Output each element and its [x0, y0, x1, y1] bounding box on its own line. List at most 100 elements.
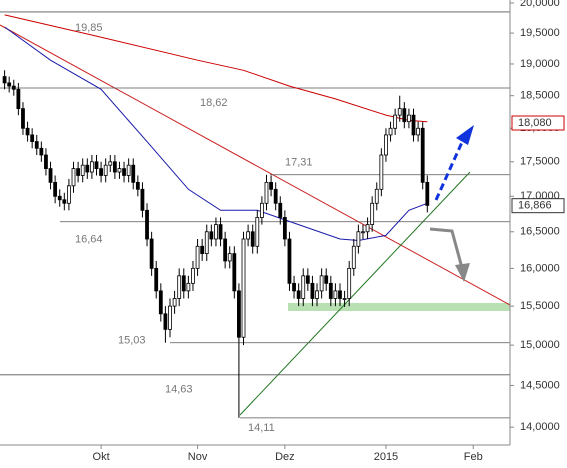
candle-body [62, 199, 67, 204]
candle-body [218, 224, 223, 240]
level-label: 18,62 [200, 97, 228, 109]
moving-average [4, 26, 428, 242]
y-tick-label: 16,5000 [520, 226, 560, 238]
candle-body [177, 275, 182, 299]
moving-average [4, 14, 428, 123]
candle-body [39, 147, 44, 156]
value-marker-label: 16,866 [518, 200, 552, 212]
candle-body [310, 282, 315, 299]
level-label: 19,85 [75, 22, 103, 34]
y-tick-label: 14,5000 [520, 379, 560, 391]
down-arrow [429, 227, 464, 269]
candle-body [328, 282, 333, 299]
candle-body [287, 238, 292, 284]
candle-body [237, 290, 241, 338]
x-tick-label: Feb [464, 451, 483, 463]
downtrend-line [0, 24, 511, 306]
candle-body [393, 114, 398, 129]
candle-body [351, 245, 356, 269]
candle-body [89, 161, 94, 173]
candle-body [232, 253, 237, 292]
candle-body [301, 275, 306, 299]
candle-body [356, 231, 361, 247]
candle-body [384, 134, 388, 156]
y-tick-label: 14,0000 [520, 421, 560, 433]
x-tick-label: 2015 [374, 451, 398, 463]
y-tick-label: 17,5000 [520, 156, 560, 168]
candle-body [370, 202, 375, 225]
value-marker-label: 18,080 [518, 117, 552, 129]
x-tick-label: Dez [275, 451, 295, 463]
candle-body [168, 305, 172, 330]
y-tick-label: 20,0000 [520, 0, 560, 9]
up-arrow-head [456, 125, 474, 145]
candle-body [425, 181, 430, 206]
candle-body [112, 161, 117, 173]
candle-body [2, 76, 7, 84]
candle-body [181, 275, 186, 292]
candle-body [241, 238, 246, 338]
candle-body [172, 298, 177, 307]
candle-body [273, 188, 278, 204]
candle-body [407, 114, 411, 123]
candle-body [200, 245, 205, 254]
candle-body [76, 168, 81, 176]
candle-body [21, 108, 25, 129]
level-label: 17,31 [285, 157, 313, 169]
candle-body [342, 298, 347, 300]
level-label: 14,63 [165, 384, 193, 396]
candle-body [30, 134, 35, 142]
candle-body [227, 253, 232, 262]
candle-body [117, 168, 122, 173]
y-tick-label: 16,0000 [520, 262, 560, 274]
candle-body [269, 181, 273, 190]
candle-body [338, 290, 342, 299]
candle-body [122, 168, 126, 176]
candle-body [259, 202, 264, 218]
candle-body [411, 114, 416, 136]
candle-body [80, 164, 85, 176]
candle-body [250, 231, 255, 247]
candle-body [397, 108, 402, 116]
candle-body [246, 231, 251, 240]
candle-body [57, 195, 62, 201]
candle-body [126, 164, 131, 176]
candle-body [379, 154, 384, 190]
level-label: 14,11 [248, 422, 275, 434]
candle-body [11, 85, 16, 90]
candle-body [333, 290, 338, 299]
value-marker [511, 198, 565, 214]
candle-body [214, 224, 218, 240]
level-label: 16,64 [75, 234, 103, 246]
y-tick-label: 19,5000 [520, 27, 560, 39]
y-tick-label: 15,5000 [520, 300, 560, 312]
candle-body [402, 108, 407, 123]
candle-body [108, 161, 113, 166]
candle-body [191, 267, 195, 284]
value-marker [511, 115, 565, 131]
candle-body [34, 141, 39, 149]
support-zone [288, 303, 510, 311]
candle-body [25, 127, 30, 136]
candle-body [44, 154, 48, 170]
candle-body [416, 127, 421, 136]
candle-body [140, 188, 145, 211]
candle-body [7, 82, 12, 87]
candle-body [223, 238, 228, 262]
candle-body [135, 181, 140, 190]
candle-body [195, 245, 200, 269]
x-tick-label: Nov [188, 451, 208, 463]
level-label: 15,03 [118, 335, 146, 347]
candle-body [53, 181, 58, 197]
candle-body [282, 217, 287, 240]
candle-body [374, 188, 379, 204]
candle-body [315, 290, 319, 299]
candle-body [149, 238, 154, 269]
plot [0, 11, 510, 419]
candle-body [264, 181, 269, 204]
candle-body [388, 127, 393, 136]
candle-body [204, 231, 209, 254]
candle-body [186, 282, 191, 292]
y-tick-label: 15,0000 [520, 339, 560, 351]
candle-body [99, 168, 103, 176]
